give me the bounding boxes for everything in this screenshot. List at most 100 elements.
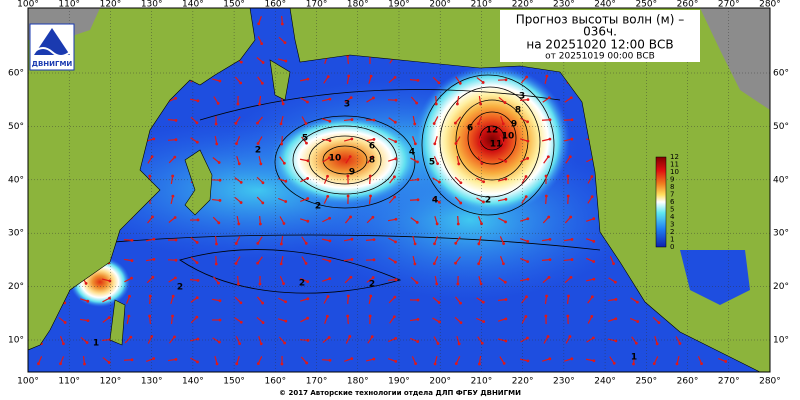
arrow-head (459, 201, 463, 205)
lon-label-top: 150° (223, 0, 245, 10)
arrow-head (458, 81, 462, 85)
arrow-head (328, 358, 332, 362)
arrow-head (196, 337, 200, 341)
arrow-head (148, 294, 152, 298)
arrow-head (260, 81, 264, 85)
arrow-head (218, 299, 222, 303)
colorbar-label: 3 (670, 221, 674, 229)
lon-label-bottom: 210° (471, 377, 493, 387)
arrow-head (394, 157, 398, 161)
arrow-head (415, 220, 419, 224)
arrow-head (130, 259, 134, 262)
arrow-head (257, 22, 261, 26)
arrow-head (569, 96, 573, 100)
arrow-head (152, 257, 156, 261)
arrow-head (432, 122, 436, 125)
contour-label: 9 (511, 120, 517, 130)
arrow-head (393, 76, 397, 79)
arrow-head (108, 296, 111, 300)
arrow-head (393, 175, 396, 179)
arrow-head (393, 120, 397, 124)
arrow-head (700, 362, 703, 366)
arrow-head (480, 222, 483, 226)
contour-label: 11 (490, 140, 503, 150)
arrow-head (635, 300, 639, 304)
arrow-head (502, 361, 506, 365)
lat-label-right: 20° (773, 282, 789, 292)
arrow-head (348, 155, 352, 159)
arrow-head (454, 362, 458, 365)
arrow-head (37, 362, 40, 366)
arrow-head (326, 174, 329, 178)
colorbar-label: 7 (670, 191, 674, 199)
arrow-head (477, 142, 481, 146)
arrow-head (173, 276, 177, 280)
arrow-head (151, 215, 154, 219)
arrow-head (84, 282, 88, 285)
arrow-head (504, 317, 508, 321)
arrow-head (237, 222, 241, 226)
arrow-head (614, 297, 618, 301)
lon-label-top: 110° (58, 0, 80, 10)
arrow-head (328, 259, 332, 263)
arrow-head (280, 142, 284, 146)
lon-label-bottom: 110° (58, 377, 80, 387)
arrow-head (545, 294, 548, 298)
arrow-head (304, 241, 308, 245)
arrow-head (108, 279, 112, 283)
arrow-head (566, 194, 570, 198)
arrow-head (372, 137, 376, 141)
arrow-head (306, 280, 310, 283)
arrow-head (127, 314, 131, 318)
arrow-head (526, 217, 530, 221)
arrow-head (437, 81, 441, 85)
arrow-head (455, 102, 459, 106)
arrow-head (504, 298, 508, 301)
arrow-head (218, 178, 222, 182)
arrow-head (525, 295, 528, 299)
valid-time: на 20251020 12:00 ВСВ (526, 38, 673, 52)
arrow-head (368, 314, 372, 318)
arrow-head (590, 175, 594, 178)
arrow-head (306, 219, 310, 223)
arrow-head (369, 294, 373, 298)
arrow-head (174, 238, 178, 242)
arrow-head (482, 180, 485, 184)
arrow-head (369, 194, 372, 198)
arrow-head (413, 262, 417, 266)
lon-label-bottom: 180° (347, 377, 369, 387)
lat-label-left: 50° (8, 122, 24, 132)
arrow-head (130, 238, 134, 242)
lon-label-top: 190° (388, 0, 410, 10)
arrow-head (526, 156, 530, 160)
arrow-head (239, 60, 243, 64)
arrow-head (547, 215, 551, 219)
arrow-head (217, 340, 221, 344)
arrow-head (234, 121, 238, 125)
logo: ДВНИГМИ (29, 23, 75, 71)
storm-east (414, 65, 570, 215)
issue-time: от 20251019 00:00 ВСВ (545, 52, 655, 62)
arrow-head (130, 276, 133, 280)
arrow-head (283, 341, 287, 345)
lon-label-top: 270° (718, 0, 740, 10)
arrow-head (349, 275, 353, 279)
arrow-head (459, 301, 462, 305)
arrow-head (327, 336, 331, 339)
colorbar-label: 12 (670, 153, 679, 161)
arrow-head (481, 81, 485, 84)
arrow-head (416, 340, 420, 343)
arrow-head (568, 155, 572, 159)
arrow-head (218, 199, 222, 202)
arrow-head (368, 174, 372, 178)
ice (700, 8, 770, 110)
contour-label: 6 (369, 142, 375, 152)
arrow-head (371, 276, 375, 279)
arrow-head (457, 162, 461, 166)
contour-label: 2 (177, 283, 183, 293)
arrow-head (568, 335, 572, 338)
land-asia (28, 8, 256, 351)
arrow-head (503, 101, 507, 104)
